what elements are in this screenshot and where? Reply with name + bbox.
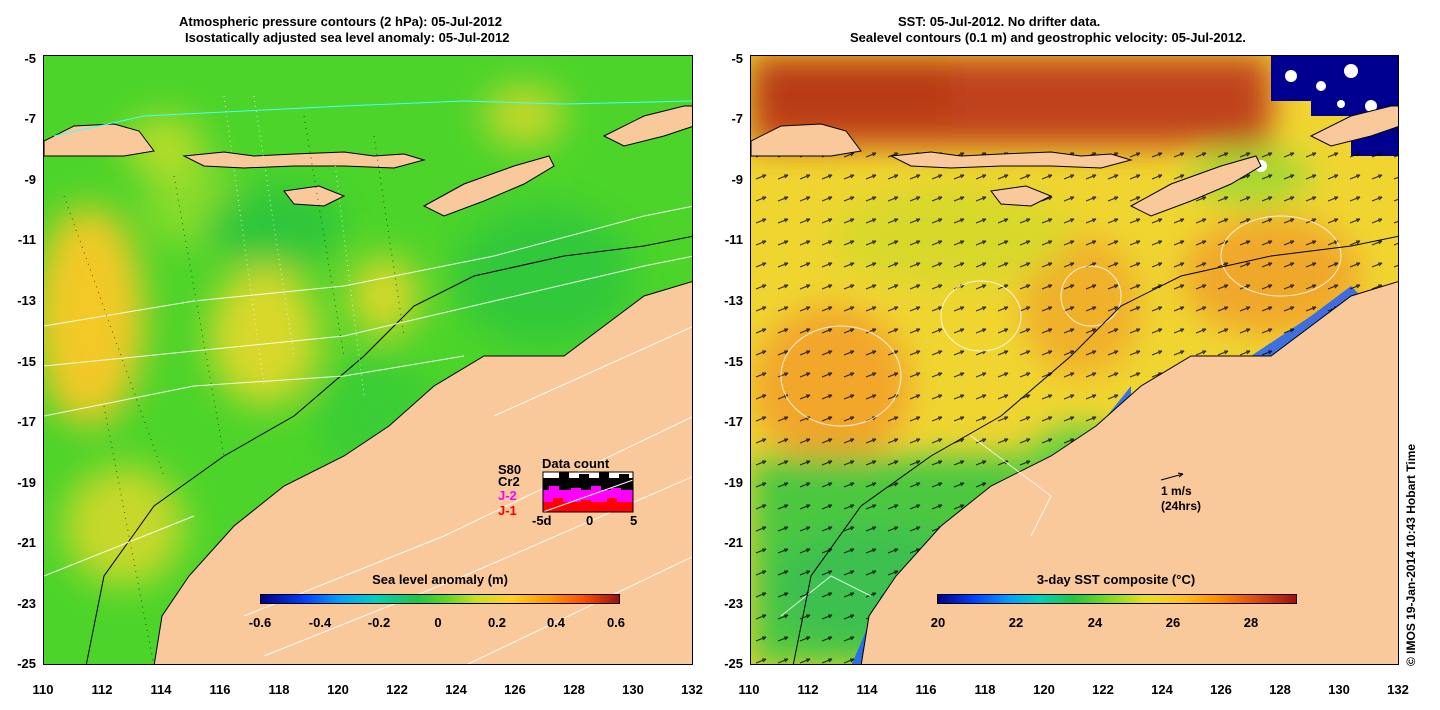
data-count-tick: 5 bbox=[630, 513, 638, 528]
lon-tick: 126 bbox=[1210, 682, 1232, 697]
north-islands bbox=[602, 105, 692, 147]
lat-tick: -21 bbox=[17, 535, 36, 550]
lon-tick: 128 bbox=[563, 682, 585, 697]
lat-tick: -23 bbox=[724, 596, 743, 611]
lat-tick: -23 bbox=[17, 596, 36, 611]
australia-land bbox=[153, 281, 692, 664]
lat-tick: -7 bbox=[731, 111, 743, 126]
sla-colorbar bbox=[260, 594, 620, 604]
lon-tick: 120 bbox=[327, 682, 349, 697]
sat-label-s80: S80 bbox=[498, 462, 522, 477]
lon-tick: 110 bbox=[32, 682, 54, 697]
lon-tick: 116 bbox=[915, 682, 937, 697]
sst-tick: 22 bbox=[1008, 615, 1024, 630]
lon-tick: 122 bbox=[386, 682, 408, 697]
lesser-sunda-islands bbox=[182, 151, 426, 169]
lat-tick: -13 bbox=[17, 293, 36, 308]
sumba-island bbox=[990, 185, 1053, 207]
lon-tick: 116 bbox=[209, 682, 231, 697]
lat-tick: -17 bbox=[17, 414, 36, 429]
sea-level-anomaly-map bbox=[43, 55, 693, 665]
lon-tick: 124 bbox=[445, 682, 467, 697]
lat-tick: -15 bbox=[724, 354, 743, 369]
lon-tick: 118 bbox=[974, 682, 996, 697]
lat-tick: -9 bbox=[731, 172, 743, 187]
left-title-line2: Isostatically adjusted sea level anomaly… bbox=[185, 30, 510, 45]
lon-tick: 112 bbox=[797, 682, 819, 697]
sla-tick: -0.2 bbox=[367, 615, 391, 630]
sla-tick: -0.6 bbox=[248, 615, 272, 630]
imos-credit: © IMOS 19-Jan-2014 10:43 Hobart Time bbox=[1404, 443, 1418, 666]
lat-tick: -11 bbox=[17, 232, 36, 247]
lon-tick: 130 bbox=[1328, 682, 1350, 697]
lat-tick: -19 bbox=[17, 475, 36, 490]
sla-tick: 0 bbox=[434, 615, 442, 630]
sla-colorbar-label: Sea level anomaly (m) bbox=[372, 572, 508, 587]
lat-tick: -17 bbox=[724, 414, 743, 429]
lat-tick: -15 bbox=[17, 354, 36, 369]
lat-tick: -11 bbox=[724, 232, 743, 247]
sat-label-j2: J-2 bbox=[498, 488, 517, 503]
lat-tick: -13 bbox=[724, 293, 743, 308]
right-title-line1: SST: 05-Jul-2012. No drifter data. bbox=[898, 14, 1101, 29]
sst-colorbar-label: 3-day SST composite (°C) bbox=[1036, 572, 1196, 587]
lon-tick: 114 bbox=[150, 682, 172, 697]
lat-tick: -5 bbox=[24, 51, 36, 66]
australia-land bbox=[860, 281, 1398, 664]
sla-tick: 0.2 bbox=[487, 615, 507, 630]
sst-colorbar bbox=[937, 594, 1297, 604]
java-island bbox=[751, 123, 862, 157]
lon-tick: 128 bbox=[1269, 682, 1291, 697]
lat-tick: -7 bbox=[24, 111, 36, 126]
lat-tick: -19 bbox=[724, 475, 743, 490]
lon-tick: 120 bbox=[1033, 682, 1055, 697]
data-count-bars bbox=[542, 471, 634, 513]
lat-tick: -25 bbox=[724, 656, 743, 671]
lesser-sunda-islands bbox=[889, 151, 1133, 169]
sat-label-cr2: Cr2 bbox=[498, 474, 520, 489]
sla-tick: 0.6 bbox=[606, 615, 626, 630]
data-count-title: Data count bbox=[542, 456, 610, 471]
lon-tick: 126 bbox=[504, 682, 526, 697]
right-title-line2: Sealevel contours (0.1 m) and geostrophi… bbox=[850, 30, 1246, 45]
sla-tick: -0.4 bbox=[308, 615, 332, 630]
sla-tick: 0.4 bbox=[546, 615, 566, 630]
sst-tick: 28 bbox=[1243, 615, 1259, 630]
lon-tick: 118 bbox=[268, 682, 290, 697]
lon-tick: 114 bbox=[856, 682, 878, 697]
lon-tick: 132 bbox=[681, 682, 703, 697]
data-count-tick: -5d bbox=[532, 513, 552, 528]
timor-island bbox=[1129, 155, 1262, 217]
sst-tick: 20 bbox=[930, 615, 946, 630]
timor-island bbox=[422, 155, 555, 217]
lon-tick: 130 bbox=[622, 682, 644, 697]
lat-tick: -25 bbox=[17, 656, 36, 671]
lon-tick: 132 bbox=[1387, 682, 1409, 697]
lat-tick: -21 bbox=[724, 535, 743, 550]
north-islands bbox=[1309, 105, 1398, 147]
velocity-scale-value: 1 m/s bbox=[1161, 484, 1192, 498]
sst-map bbox=[750, 55, 1399, 665]
sat-label-j1: J-1 bbox=[498, 503, 517, 518]
data-count-tick: 0 bbox=[586, 513, 594, 528]
velocity-scale-period: (24hrs) bbox=[1161, 499, 1202, 513]
lon-tick: 112 bbox=[91, 682, 113, 697]
lon-tick: 122 bbox=[1092, 682, 1114, 697]
lat-tick: -5 bbox=[731, 51, 743, 66]
sst-tick: 24 bbox=[1087, 615, 1103, 630]
left-title-line1: Atmospheric pressure contours (2 hPa): 0… bbox=[179, 14, 502, 29]
sst-tick: 26 bbox=[1165, 615, 1181, 630]
lon-tick: 110 bbox=[738, 682, 760, 697]
sumba-island bbox=[283, 185, 346, 207]
lat-tick: -9 bbox=[24, 172, 36, 187]
lon-tick: 124 bbox=[1151, 682, 1173, 697]
